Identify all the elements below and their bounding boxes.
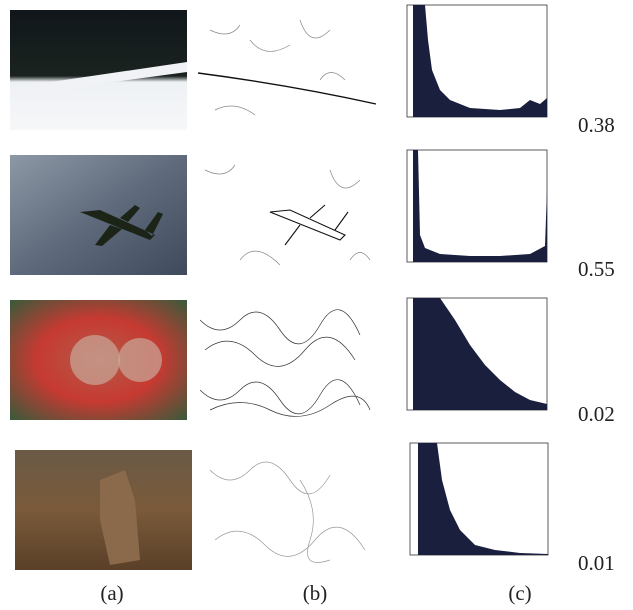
figure: 0.38 0.55 0.02 0.01 (a) (b) (c)	[0, 0, 633, 610]
row: 0.02	[10, 298, 615, 426]
photo-detail	[70, 335, 120, 385]
histogram-axes	[407, 150, 547, 262]
photo-detail	[118, 338, 162, 382]
row: 0.38	[10, 5, 615, 137]
edge-map	[197, 10, 377, 130]
caption: (b)	[303, 581, 328, 605]
row: 0.55	[10, 150, 615, 281]
score: 0.38	[578, 113, 615, 137]
edge-map	[197, 155, 377, 275]
row: 0.01	[15, 443, 615, 575]
edge-map	[203, 452, 378, 570]
caption: (a)	[100, 581, 123, 605]
score: 0.55	[578, 257, 615, 281]
score: 0.02	[578, 402, 615, 426]
caption: (c)	[508, 581, 531, 605]
score: 0.01	[578, 551, 615, 575]
